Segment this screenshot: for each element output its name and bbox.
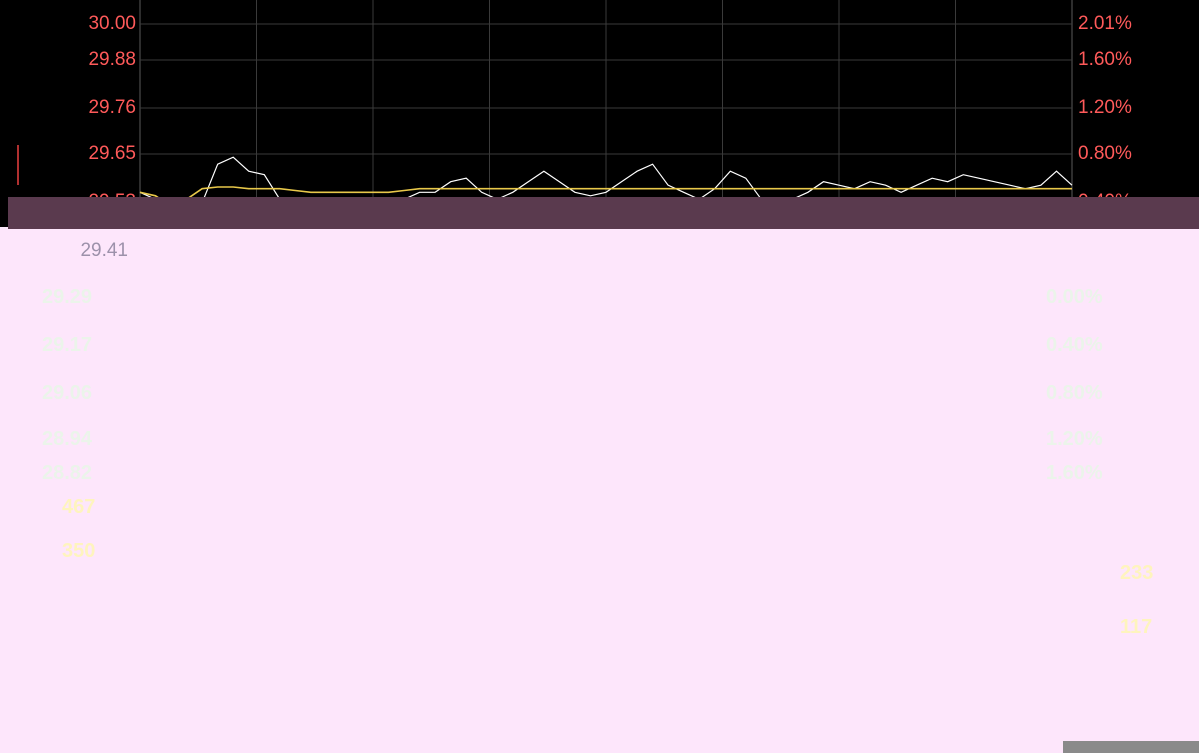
right-tick-label-2: 1.20% (1078, 97, 1132, 118)
average-price-line (139, 186, 1072, 208)
left-tick-label-1: 29.88 (88, 49, 136, 70)
scrollbar[interactable] (1063, 741, 1199, 753)
left-tick-label-8: 29.06 (42, 382, 93, 404)
left-tick-label-5: 29.41 (80, 240, 128, 261)
right-tick-label-6: 0.40% (1046, 334, 1103, 356)
price-chart-panel: 30.00 29.88 29.76 29.65 29.53 2.01% 1.60… (0, 0, 1199, 227)
left-tick-label-9: 28.94 (42, 428, 93, 450)
left-tick-label-7: 29.17 (42, 334, 93, 356)
right-tick-label-3: 0.80% (1078, 143, 1132, 164)
volume-label-1: 350 (62, 540, 96, 562)
corrupted-band (8, 197, 1199, 229)
left-tick-label-3: 29.65 (88, 143, 136, 164)
chart-grid (17, 0, 1073, 227)
volume-label-2: 233 (1120, 562, 1154, 584)
right-tick-label-5: 0.00% (1046, 286, 1103, 308)
right-tick-label-9: 1.60% (1046, 462, 1103, 484)
right-tick-label-7: 0.80% (1046, 382, 1103, 404)
volume-label-0: 467 (62, 496, 96, 518)
price-chart-svg (17, 0, 1073, 227)
right-tick-label-8: 1.20% (1046, 428, 1103, 450)
corrupted-area: 29.41 29.29 29.17 29.06 28.94 28.82 0.00… (0, 229, 1199, 753)
left-tick-label-0: 30.00 (88, 13, 136, 34)
right-tick-label-0: 2.01% (1078, 13, 1132, 34)
left-tick-label-2: 29.76 (88, 97, 136, 118)
left-tick-label-10: 28.82 (42, 462, 93, 484)
volume-label-3: 117 (1120, 616, 1153, 638)
left-tick-label-6: 29.29 (42, 286, 93, 308)
right-tick-label-1: 1.60% (1078, 49, 1132, 70)
